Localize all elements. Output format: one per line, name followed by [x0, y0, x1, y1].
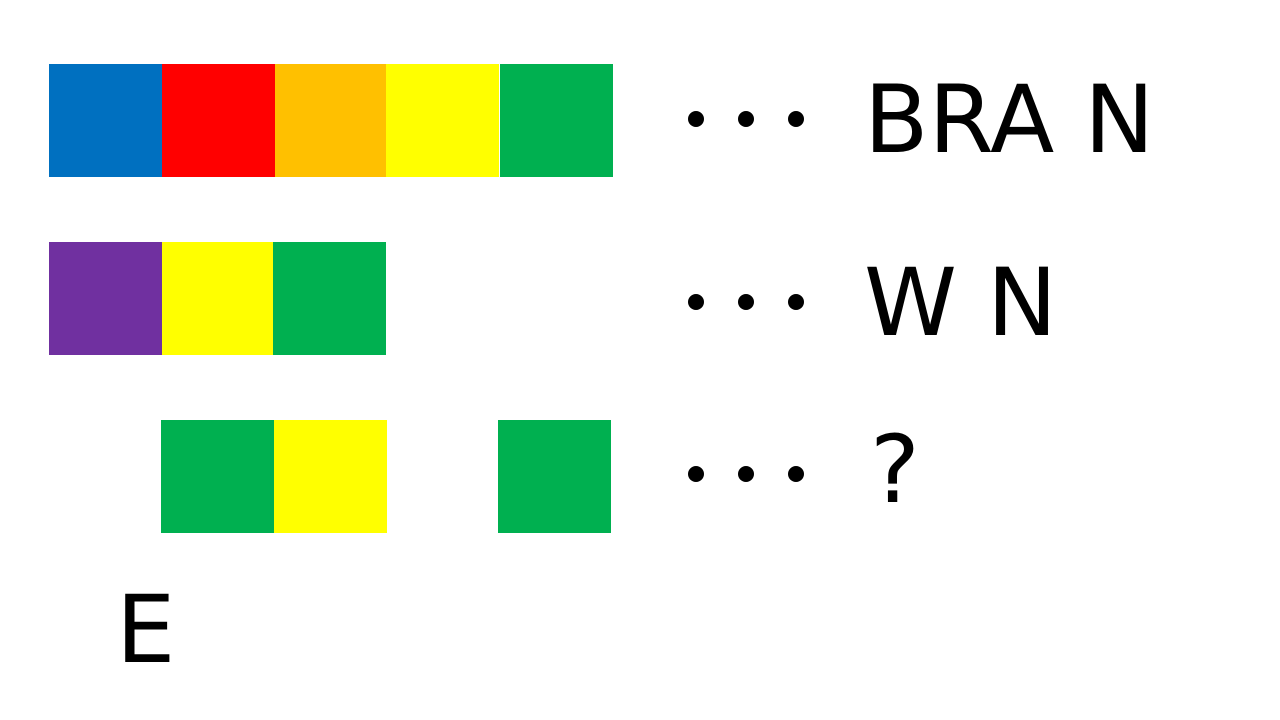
- ellipsis-dot: [788, 466, 804, 482]
- ellipsis-dot: [738, 111, 754, 127]
- row1-block-red: [162, 64, 275, 177]
- row1-block-green: [500, 64, 613, 177]
- row3-block-green: [161, 420, 274, 533]
- row2-block-yellow: [162, 242, 275, 355]
- ellipsis-dot: [788, 294, 804, 310]
- row2-answer: W N: [864, 249, 1058, 358]
- row1-ellipsis: [688, 109, 804, 129]
- row2-block-purple: [49, 242, 162, 355]
- row1-block-orange: [275, 64, 388, 177]
- ellipsis-dot: [688, 294, 704, 310]
- row3-block-green-2: [498, 420, 611, 533]
- row3-block-yellow: [274, 420, 387, 533]
- ellipsis-dot: [738, 466, 754, 482]
- hint-letter: E: [116, 576, 176, 685]
- ellipsis-dot: [738, 294, 754, 310]
- ellipsis-dot: [688, 466, 704, 482]
- row1-block-blue: [49, 64, 162, 177]
- row2-ellipsis: [688, 292, 804, 312]
- row1-answer: BRA N: [864, 66, 1155, 175]
- row3-ellipsis: [688, 464, 804, 484]
- ellipsis-dot: [688, 111, 704, 127]
- ellipsis-dot: [788, 111, 804, 127]
- row2-block-green: [273, 242, 386, 355]
- row3-answer-question-mark: ?: [870, 416, 920, 525]
- row1-block-yellow: [386, 64, 499, 177]
